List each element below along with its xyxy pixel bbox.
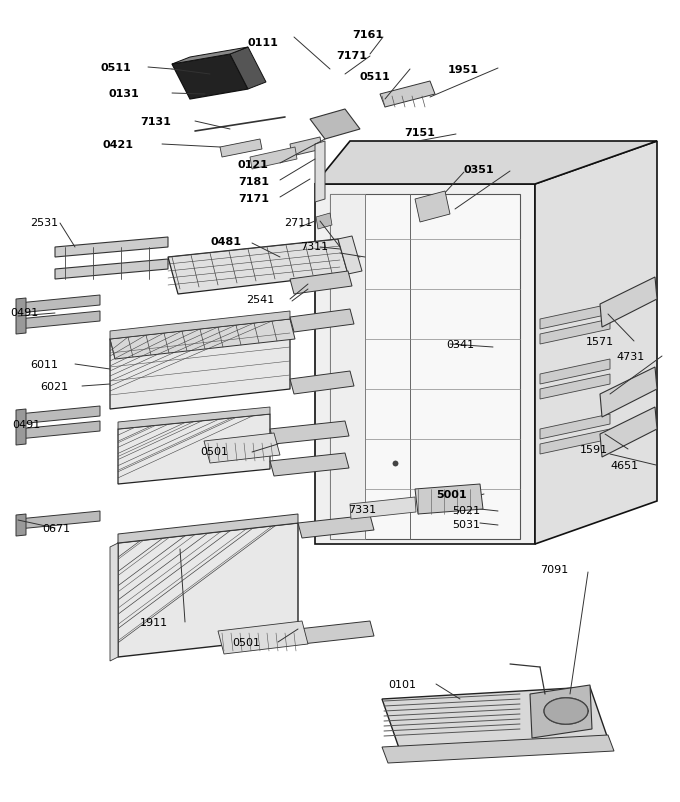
Text: 7311: 7311 [300, 241, 328, 252]
Polygon shape [218, 622, 308, 654]
Polygon shape [540, 429, 610, 455]
Text: 4651: 4651 [610, 460, 638, 471]
Polygon shape [172, 48, 248, 65]
Polygon shape [230, 48, 266, 90]
Polygon shape [415, 484, 483, 514]
Polygon shape [16, 410, 26, 445]
Polygon shape [290, 371, 354, 395]
Text: 7171: 7171 [336, 51, 367, 61]
Text: 1591: 1591 [580, 444, 608, 455]
Polygon shape [118, 514, 298, 543]
Polygon shape [270, 453, 349, 476]
Polygon shape [18, 512, 100, 529]
Text: 0501: 0501 [232, 638, 260, 647]
Polygon shape [110, 543, 118, 661]
Polygon shape [16, 514, 26, 537]
Polygon shape [544, 698, 588, 724]
Text: 2541: 2541 [246, 294, 274, 305]
Text: 4731: 4731 [616, 351, 644, 362]
Polygon shape [55, 237, 168, 257]
Polygon shape [172, 55, 248, 100]
Polygon shape [380, 82, 435, 107]
Polygon shape [168, 240, 348, 294]
Text: 7331: 7331 [348, 504, 376, 514]
Polygon shape [220, 140, 262, 158]
Polygon shape [290, 310, 354, 333]
Polygon shape [18, 312, 100, 330]
Text: 0351: 0351 [464, 164, 494, 175]
Polygon shape [540, 415, 610, 439]
Text: 0671: 0671 [42, 524, 70, 533]
Text: 0101: 0101 [388, 679, 416, 689]
Text: 0491: 0491 [12, 419, 40, 429]
Text: 6021: 6021 [40, 382, 68, 391]
Polygon shape [110, 320, 295, 359]
Text: 0111: 0111 [247, 38, 278, 48]
Polygon shape [350, 497, 416, 520]
Polygon shape [415, 192, 450, 223]
Polygon shape [250, 148, 297, 170]
Polygon shape [600, 407, 657, 457]
Polygon shape [330, 195, 520, 539]
Polygon shape [310, 110, 360, 140]
Polygon shape [18, 407, 100, 424]
Text: 7181: 7181 [238, 176, 269, 187]
Polygon shape [110, 320, 290, 410]
Text: 5001: 5001 [436, 489, 466, 500]
Text: 0131: 0131 [108, 89, 139, 99]
Polygon shape [204, 433, 280, 464]
Text: 2711: 2711 [284, 217, 312, 228]
Polygon shape [535, 142, 657, 545]
Polygon shape [315, 184, 535, 545]
Polygon shape [110, 312, 290, 339]
Polygon shape [540, 320, 610, 345]
Polygon shape [298, 516, 374, 538]
Text: 5031: 5031 [452, 520, 480, 529]
Polygon shape [540, 305, 610, 330]
Text: 0481: 0481 [210, 237, 241, 247]
Text: 6011: 6011 [30, 359, 58, 370]
Polygon shape [600, 277, 657, 327]
Text: 0121: 0121 [238, 160, 269, 170]
Polygon shape [338, 237, 362, 274]
Polygon shape [16, 298, 26, 334]
Text: 0491: 0491 [10, 308, 38, 318]
Text: 0511: 0511 [100, 63, 131, 73]
Text: 5021: 5021 [452, 505, 480, 516]
Text: 0511: 0511 [360, 72, 391, 82]
Text: 7131: 7131 [140, 117, 171, 127]
Polygon shape [530, 685, 592, 738]
Text: 7161: 7161 [352, 30, 383, 40]
Polygon shape [298, 622, 374, 644]
Text: 7091: 7091 [540, 565, 568, 574]
Polygon shape [118, 415, 270, 484]
Text: 1571: 1571 [586, 337, 614, 346]
Polygon shape [382, 735, 614, 763]
Text: 0421: 0421 [102, 140, 133, 150]
Text: 1951: 1951 [448, 65, 479, 75]
Polygon shape [316, 214, 332, 229]
Polygon shape [315, 142, 325, 203]
Text: 7171: 7171 [238, 194, 269, 204]
Polygon shape [118, 524, 298, 657]
Polygon shape [18, 422, 100, 439]
Polygon shape [290, 138, 322, 157]
Polygon shape [118, 407, 270, 429]
Polygon shape [18, 296, 100, 314]
Polygon shape [55, 260, 168, 280]
Polygon shape [382, 687, 608, 751]
Polygon shape [540, 375, 610, 399]
Polygon shape [290, 272, 352, 294]
Polygon shape [600, 367, 657, 418]
Polygon shape [540, 359, 610, 384]
Polygon shape [270, 422, 349, 444]
Text: 2531: 2531 [30, 217, 58, 228]
Text: 0341: 0341 [446, 339, 474, 350]
Text: 0501: 0501 [200, 447, 228, 456]
Polygon shape [315, 142, 657, 184]
Text: 7151: 7151 [404, 128, 435, 138]
Polygon shape [330, 195, 365, 539]
Text: 1911: 1911 [140, 618, 168, 627]
